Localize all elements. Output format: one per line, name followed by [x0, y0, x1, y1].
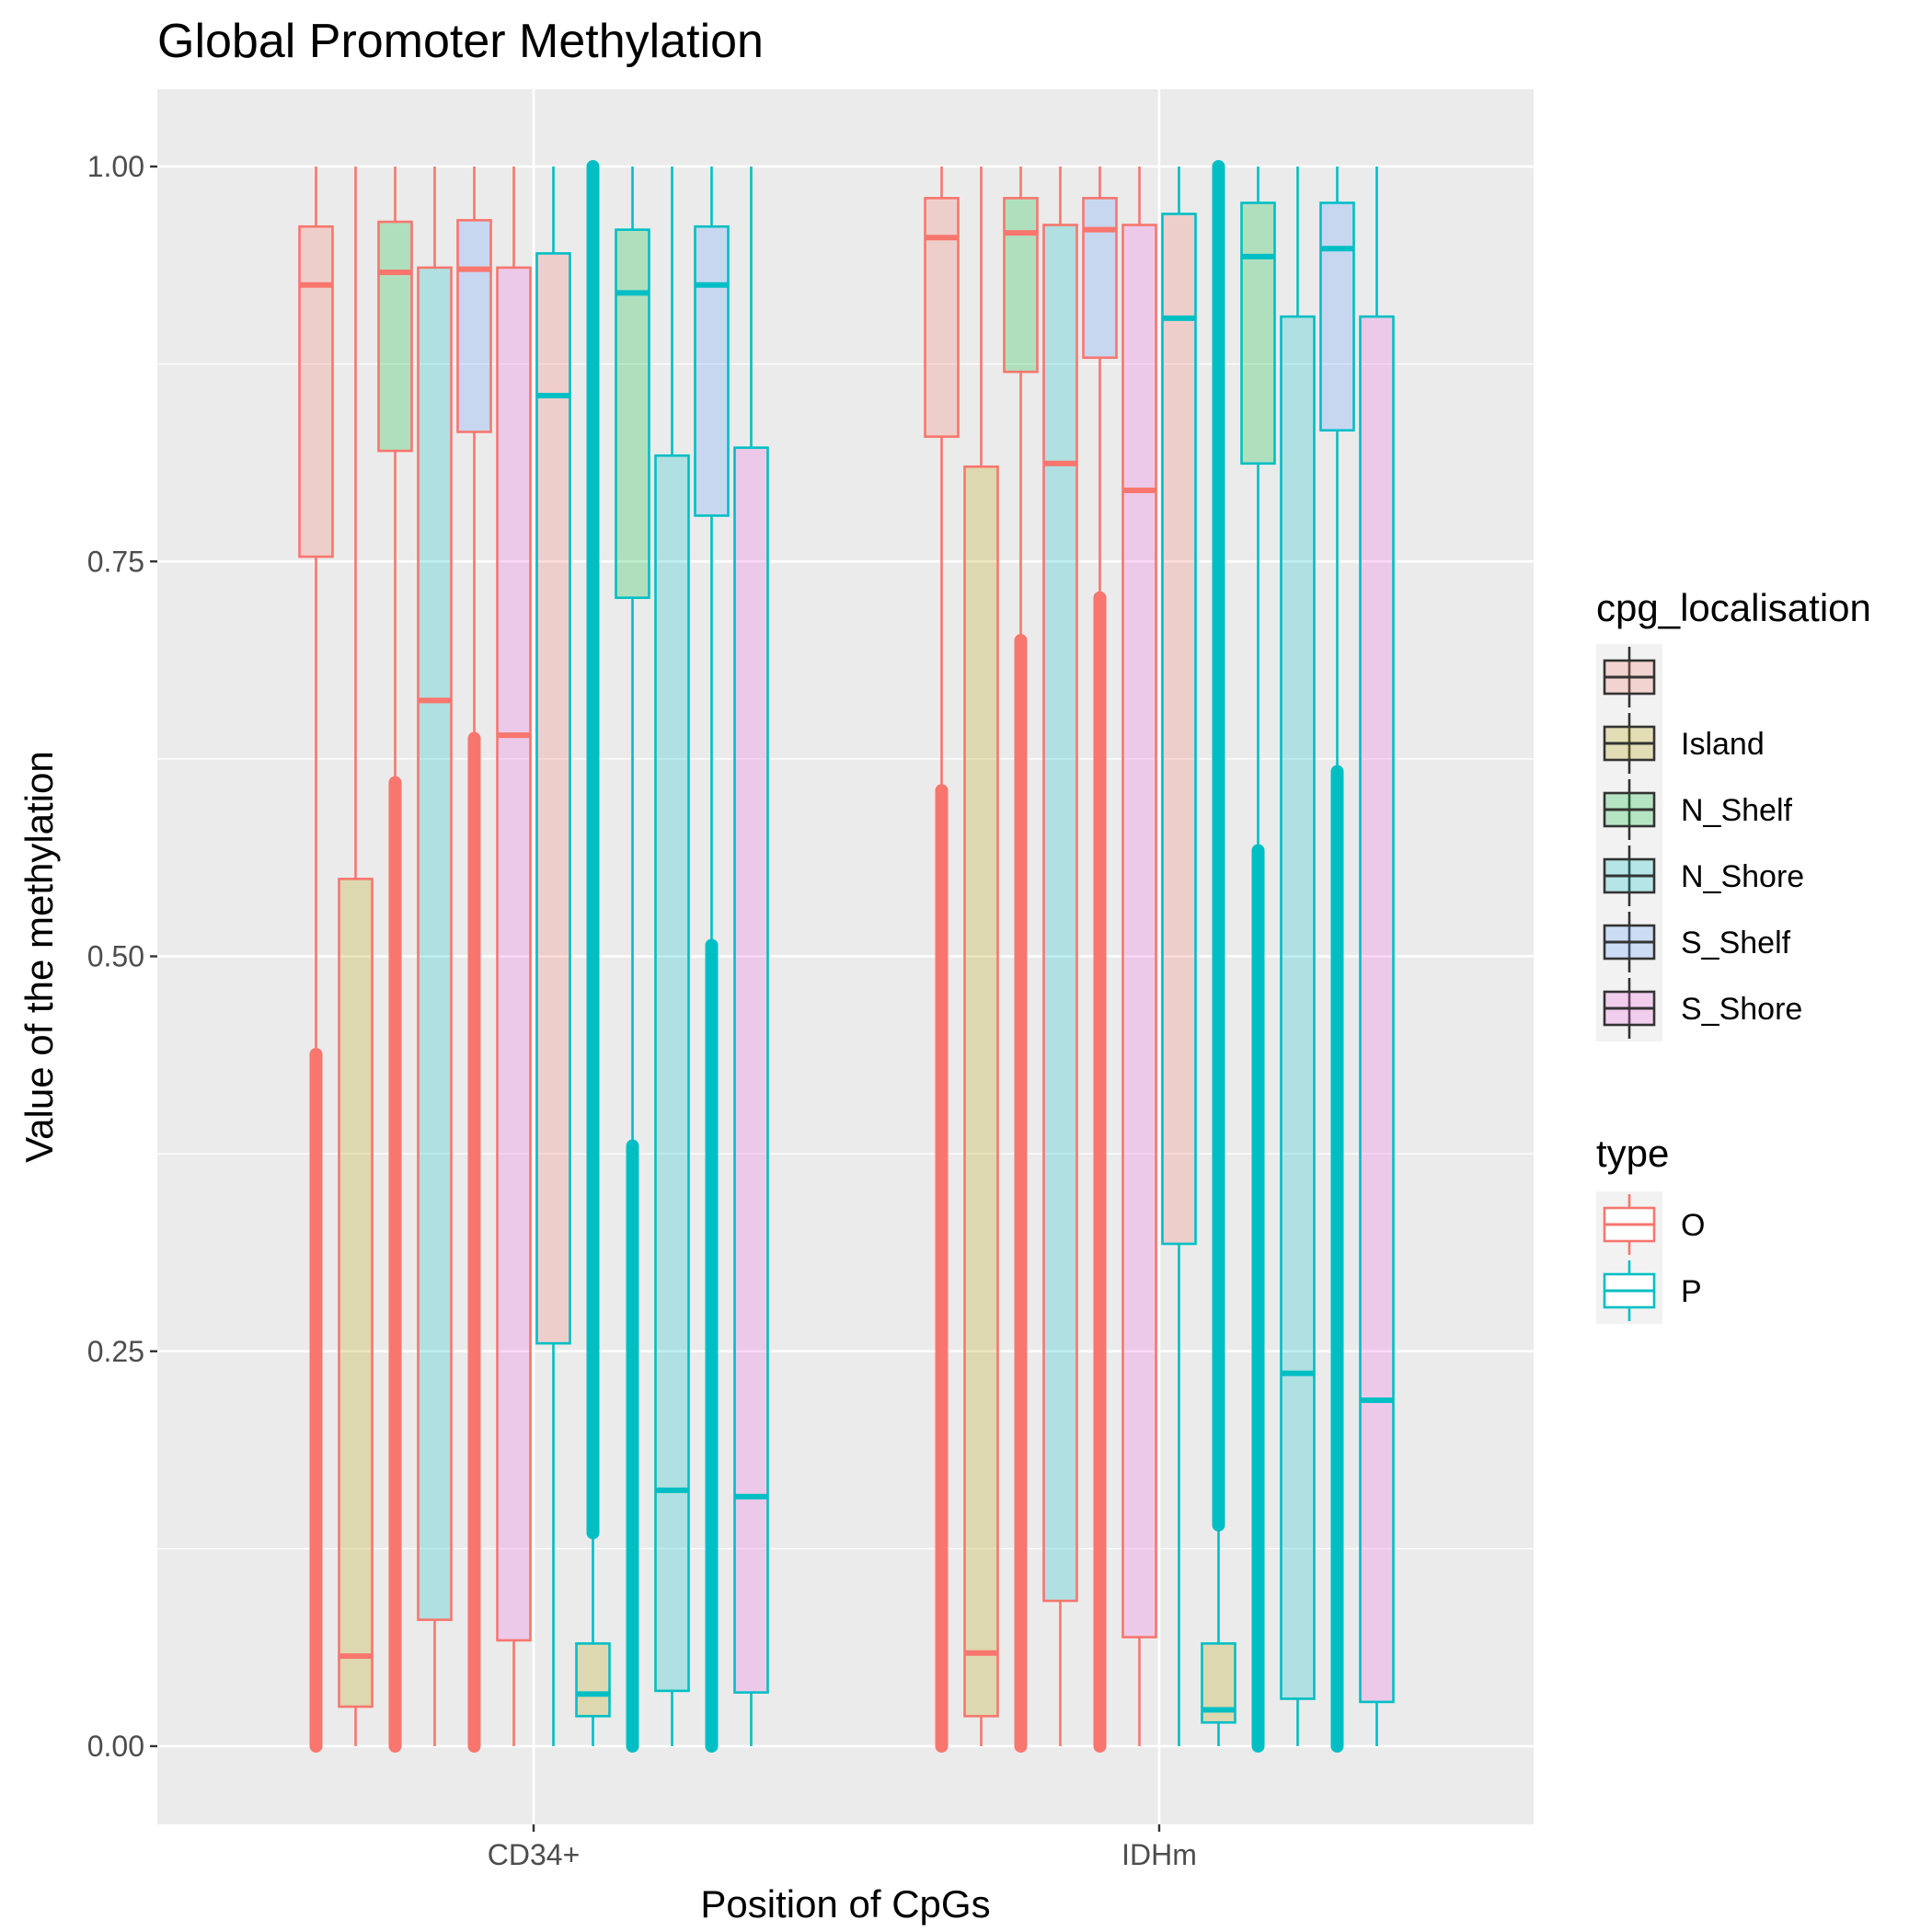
legend-label: O	[1681, 1208, 1705, 1243]
box-body	[377, 220, 413, 453]
legend-item-P	[1596, 1258, 1662, 1324]
box-IDHm-S_Shore-O	[1121, 167, 1157, 1746]
legend: cpg_localisation Island N_Shelf N_Shore S_Sh…	[1596, 586, 1871, 1324]
box-body	[496, 266, 532, 1642]
legend-item-S_Shore	[1596, 975, 1662, 1041]
box-IDHm-S_Shelf-O	[1082, 167, 1118, 1753]
box-body	[456, 219, 492, 433]
box-body	[963, 465, 999, 1718]
box-body	[535, 252, 571, 1345]
box-layer	[298, 160, 1395, 1753]
box-CD34+-N_Shore-O	[417, 167, 453, 1746]
box-CD34+-N_Shelf-P	[615, 167, 650, 1753]
box-body	[924, 197, 960, 438]
box-body	[615, 228, 650, 600]
legend-title-cpg-localisation: cpg_localisation	[1596, 586, 1871, 629]
box-CD34+-none-O	[298, 167, 334, 1753]
box-body	[694, 224, 730, 517]
y-axis: 0.00 0.25 0.50 0.75 1.00	[87, 150, 157, 1763]
y-axis-label: Value of the methylation	[17, 751, 61, 1163]
legend-title-type: type	[1596, 1132, 1669, 1175]
box-IDHm-Island-O	[963, 167, 999, 1746]
legend-label: S_Shore	[1681, 992, 1802, 1027]
legend-item-N_Shelf	[1596, 776, 1662, 843]
box-body	[1082, 197, 1118, 360]
box-CD34+-Island-O	[338, 167, 374, 1746]
legend-label: P	[1681, 1274, 1702, 1309]
box-body	[1042, 224, 1078, 1603]
box-body	[654, 454, 690, 1693]
box-body	[417, 266, 453, 1621]
box-body	[1240, 201, 1276, 466]
box-CD34+-S_Shelf-O	[456, 167, 492, 1753]
box-body	[1280, 315, 1316, 1700]
box-body	[733, 446, 769, 1694]
legend-label: N_Shelf	[1681, 793, 1793, 828]
box-IDHm-N_Shelf-O	[1003, 167, 1039, 1753]
box-IDHm-S_Shelf-P	[1319, 167, 1355, 1753]
x-axis: CD34+ IDHm	[488, 1824, 1197, 1871]
legend-item-N_Shore	[1596, 843, 1662, 909]
box-body	[1319, 201, 1355, 432]
box-body	[338, 878, 374, 1708]
legend-label: Island	[1681, 727, 1765, 762]
y-tick-label: 1.00	[87, 150, 144, 183]
chart-title: Global Promoter Methylation	[157, 15, 764, 68]
box-body	[1003, 197, 1039, 374]
x-axis-label: Position of CpGs	[700, 1882, 990, 1926]
box-IDHm-none-O	[924, 167, 960, 1753]
box-body	[1161, 213, 1197, 1246]
box-body	[1359, 315, 1395, 1704]
y-tick-label: 0.75	[87, 545, 144, 578]
box-CD34+-N_Shelf-O	[377, 167, 413, 1753]
box-CD34+-Island-P	[575, 160, 611, 1746]
box-IDHm-N_Shore-O	[1042, 167, 1078, 1746]
box-body	[575, 1642, 611, 1718]
x-tick-label: IDHm	[1121, 1838, 1197, 1871]
legend-label: N_Shore	[1681, 859, 1804, 894]
legend-item-S_Shelf	[1596, 909, 1662, 975]
box-IDHm-none-P	[1161, 167, 1197, 1746]
legend-item-O	[1596, 1191, 1662, 1258]
box-CD34+-none-P	[535, 167, 571, 1746]
box-IDHm-S_Shore-P	[1359, 167, 1395, 1746]
box-IDHm-N_Shelf-P	[1240, 167, 1276, 1753]
box-CD34+-N_Shore-P	[654, 167, 690, 1746]
box-CD34+-S_Shelf-P	[694, 167, 730, 1753]
y-tick-label: 0.25	[87, 1335, 144, 1368]
box-IDHm-Island-P	[1201, 160, 1236, 1746]
box-body	[298, 224, 334, 558]
box-CD34+-S_Shore-O	[496, 167, 532, 1746]
box-IDHm-N_Shore-P	[1280, 167, 1316, 1746]
x-tick-label: CD34+	[488, 1838, 581, 1871]
box-CD34+-S_Shore-P	[733, 167, 769, 1746]
legend-label: S_Shelf	[1681, 926, 1791, 960]
y-tick-label: 0.00	[87, 1730, 144, 1763]
legend-item-none	[1596, 644, 1662, 710]
box-body	[1121, 224, 1157, 1639]
legend-item-Island	[1596, 710, 1662, 776]
grid-layer	[157, 89, 1534, 1824]
y-tick-label: 0.50	[87, 940, 144, 973]
